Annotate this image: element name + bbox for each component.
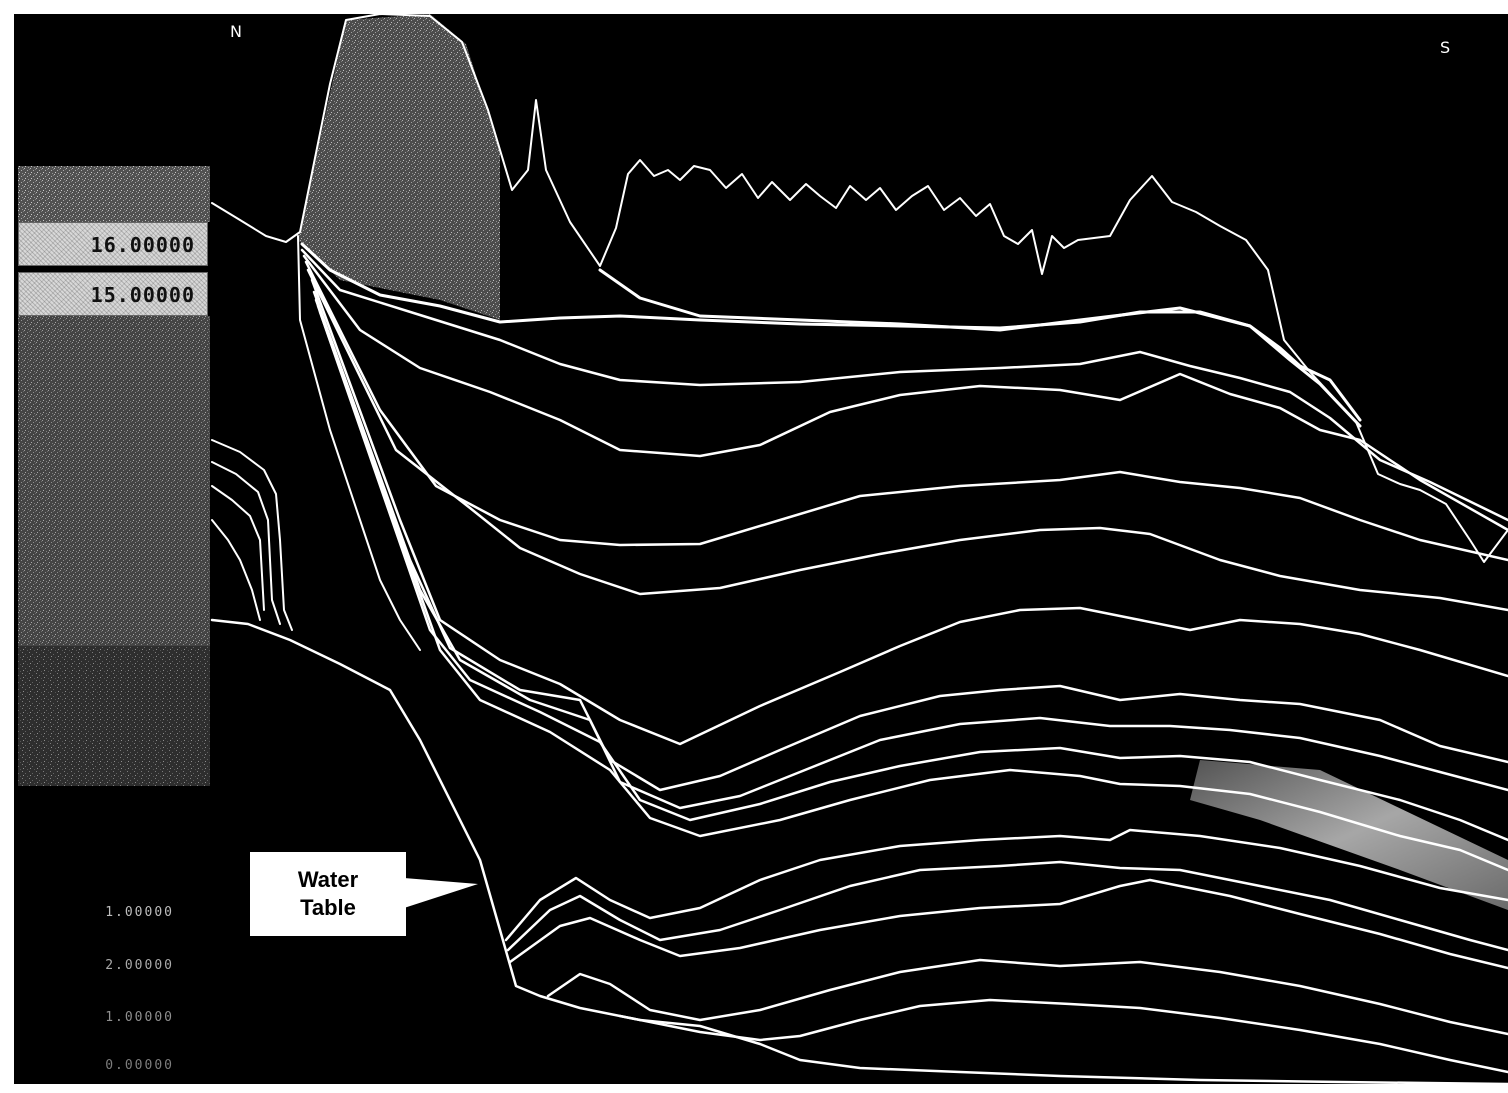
scale-label: 1.00000 xyxy=(105,905,174,920)
scale-label: 2.00000 xyxy=(105,958,174,973)
stratum-line-1 xyxy=(300,242,1362,422)
south-label: S xyxy=(1440,38,1451,57)
legend-colorbar xyxy=(18,316,210,646)
legend-value-box: 16.00000 xyxy=(18,222,208,266)
north-label: N xyxy=(230,22,242,41)
stratum-line-6 xyxy=(306,268,1508,612)
scale-label: 1.00000 xyxy=(105,1010,174,1025)
left-layer-3 xyxy=(211,485,265,611)
stratum-line-16 xyxy=(618,998,1508,1074)
legend-value-box: 15.00000 xyxy=(18,272,208,316)
legend-colorbar-low xyxy=(18,646,210,786)
left-layer-1 xyxy=(211,439,293,631)
north-slope xyxy=(297,235,421,651)
water-table-callout: Water Table xyxy=(250,852,406,936)
lower-right-band xyxy=(1190,760,1508,910)
stratum-line-7 xyxy=(310,278,1508,746)
scale-label: 0.00000 xyxy=(105,1058,174,1073)
water-table-line xyxy=(210,618,1508,1086)
plot-background xyxy=(14,14,1508,1084)
left-layer-2 xyxy=(211,461,281,625)
ground-surface xyxy=(211,13,1508,563)
stratum-line-14 xyxy=(508,878,1508,970)
stratum-line-11 xyxy=(318,310,1508,872)
stratum-line-9 xyxy=(314,298,1508,810)
stratum-line-3 xyxy=(300,248,1508,522)
stratum-line-10 xyxy=(316,304,1508,842)
callout-pointer xyxy=(404,878,478,908)
stratum-line-2 xyxy=(598,268,1362,428)
stratum-line-8 xyxy=(312,290,1508,792)
stratum-line-12 xyxy=(504,828,1508,942)
stratum-line-5 xyxy=(304,260,1508,562)
stratum-line-13 xyxy=(506,860,1508,952)
left-layer-4 xyxy=(211,519,261,621)
ridge-fill xyxy=(298,14,500,320)
legend-colorbar-top xyxy=(18,166,210,222)
stratum-line-15 xyxy=(546,958,1508,1036)
stratum-line-4 xyxy=(302,254,1508,532)
